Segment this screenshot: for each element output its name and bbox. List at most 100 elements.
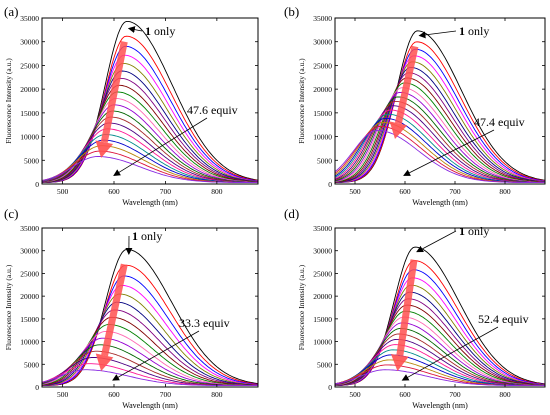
plot-frame <box>334 227 546 388</box>
annotation-equiv-arrow <box>401 326 499 381</box>
spectrum-curve <box>41 98 258 183</box>
spectrum-curve <box>41 70 259 183</box>
annotation-equiv: 52.4 equiv <box>478 312 529 326</box>
spectrum-curve <box>41 54 259 183</box>
annotation-equiv-arrow <box>112 330 200 381</box>
y-tick-label: 0 <box>35 383 39 392</box>
x-axis-label: Wavelength (nm) <box>412 401 468 410</box>
trend-arrow-shaft <box>394 45 419 125</box>
spectrum-curve <box>334 310 546 386</box>
x-tick-label: 500 <box>349 390 361 399</box>
spectrum-curve <box>334 91 545 183</box>
annotation-bold: 1 <box>459 24 465 38</box>
x-tick-label: 700 <box>160 187 172 196</box>
trend-arrow-head <box>95 353 114 372</box>
x-tick-label: 600 <box>108 187 120 196</box>
panel-b: (b) 0 5000 10000 15000 20000 25000 30000 35000 50… <box>284 4 546 207</box>
annotation-equiv: 33.3 equiv <box>179 316 230 330</box>
y-tick-label: 20000 <box>20 292 39 301</box>
y-tick-label: 5000 <box>317 156 332 165</box>
annotation-rest: only <box>138 229 162 243</box>
spectrum-curve <box>41 309 259 386</box>
spectrum-curve <box>334 369 545 387</box>
x-tick-label: 500 <box>349 187 361 196</box>
y-tick-label: 0 <box>328 180 332 189</box>
annotation-equiv-arrow <box>403 129 495 176</box>
spectrum-curve <box>334 96 546 183</box>
annotation-1-arrow <box>418 30 457 39</box>
spectrum-curve <box>334 129 545 184</box>
y-tick-label: 15000 <box>20 315 39 324</box>
annotation-1-arrow <box>416 230 457 253</box>
trend-arrow-shaft <box>396 259 418 356</box>
y-tick-label: 25000 <box>20 269 39 278</box>
x-axis-label: Wavelength (nm) <box>122 198 178 207</box>
x-tick-label: 700 <box>449 187 461 196</box>
y-tick-label: 15000 <box>313 315 332 324</box>
panel-d: (d) 0 5000 10000 15000 20000 25000 30000 35000 50… <box>284 206 546 410</box>
panel-c: (c) 0 5000 10000 15000 20000 25000 30000 35000 50… <box>4 206 259 410</box>
y-tick-label: 35000 <box>20 224 39 233</box>
spectrum-curve <box>41 45 259 183</box>
y-tick-label: 25000 <box>313 269 332 278</box>
x-tick-label: 800 <box>211 390 223 399</box>
plot-frame <box>334 17 546 185</box>
panel-a: (a) 0 5000 10000 15000 20000 25000 30000 35000 50… <box>4 4 259 207</box>
x-tick-label: 800 <box>499 187 511 196</box>
annotation-1-arrow <box>127 26 143 34</box>
annotation-equiv-arrow <box>113 117 208 176</box>
panel-label: (d) <box>284 206 299 221</box>
spectrum-curve <box>334 48 546 183</box>
spectrum-curve <box>41 293 259 386</box>
y-tick-label: 15000 <box>313 109 332 118</box>
spectrum-curve <box>334 291 546 386</box>
trend-arrow-shaft <box>100 41 128 143</box>
trend-arrow-shaft <box>101 263 128 357</box>
spectrum-curve <box>41 91 259 183</box>
spectrum-curve <box>41 301 259 386</box>
x-tick-label: 700 <box>160 390 172 399</box>
annotation-1-only: 1 only <box>145 24 175 38</box>
y-tick-label: 30000 <box>313 38 332 47</box>
spectrum-curve <box>42 62 259 183</box>
spectrum-curve <box>334 66 546 183</box>
x-axis-label: Wavelength (nm) <box>122 401 178 410</box>
x-axis-label: Wavelength (nm) <box>412 198 468 207</box>
x-tick-label: 800 <box>211 187 223 196</box>
x-tick-label: 600 <box>399 187 411 196</box>
annotation-bold: 1 <box>132 229 138 243</box>
spectrum-curve <box>334 277 546 386</box>
plot-frame <box>41 17 259 185</box>
y-tick-label: 10000 <box>20 338 39 347</box>
panel-label: (b) <box>284 4 299 19</box>
y-tick-label: 35000 <box>313 14 332 23</box>
x-tick-label: 600 <box>399 390 411 399</box>
y-axis-label: Fluorescence Intensity (a.u.) <box>297 264 306 350</box>
y-tick-label: 15000 <box>20 109 39 118</box>
x-tick-label: 700 <box>449 390 461 399</box>
spectrum-curve <box>42 275 259 386</box>
y-tick-label: 20000 <box>20 85 39 94</box>
x-tick-label: 600 <box>108 390 120 399</box>
annotation-rest: only <box>465 224 489 238</box>
spectrum-curve <box>334 82 545 183</box>
y-tick-label: 20000 <box>313 292 332 301</box>
annotation-rest: only <box>465 24 489 38</box>
annotation-1-only: 1 only <box>459 24 489 38</box>
y-tick-label: 25000 <box>313 61 332 70</box>
panel-label: (a) <box>4 4 18 19</box>
spectrum-curve <box>335 55 546 183</box>
spectrum-curve <box>334 72 546 183</box>
x-tick-label: 500 <box>57 187 69 196</box>
annotation-bold: 1 <box>145 24 151 38</box>
y-tick-label: 30000 <box>20 38 39 47</box>
y-tick-label: 10000 <box>20 133 39 142</box>
annotation-equiv: 47.6 equiv <box>187 103 238 117</box>
y-tick-label: 35000 <box>20 14 39 23</box>
trend-arrow-head <box>95 140 114 158</box>
spectrum-curve <box>42 20 259 183</box>
x-tick-label: 800 <box>499 390 511 399</box>
annotation-1-only: 1 only <box>459 224 489 238</box>
spectrum-curve <box>41 369 258 387</box>
